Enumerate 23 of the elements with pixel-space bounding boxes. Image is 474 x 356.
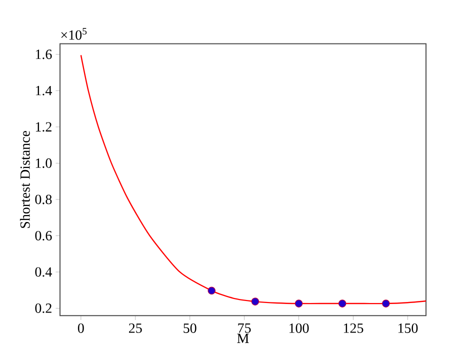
point	[338, 300, 346, 308]
x-tick-label: 25	[128, 323, 142, 333]
x-tick-label: 150	[398, 323, 418, 333]
x-tick-label: 75	[238, 323, 251, 333]
y-tick-label: 0.6	[35, 230, 52, 240]
y-tick-label: 1.6	[36, 50, 52, 60]
x-tick-label: 50	[184, 323, 196, 333]
point	[382, 300, 390, 308]
y-tick-label: 0.2	[35, 303, 52, 314]
y-tick-label: 0.8	[35, 194, 52, 204]
x-axis-title: M	[237, 334, 249, 343]
point	[294, 300, 303, 308]
x-tick-label: 125	[344, 323, 364, 333]
y-tick-label: 1.4	[36, 86, 52, 96]
y-axis-title: Shortest Distance	[20, 130, 30, 228]
y-tick-label: 1.0	[36, 158, 52, 168]
text: ×10$^{5}$	[61, 28, 87, 40]
y-tick-label: 0.4	[35, 267, 52, 277]
point	[251, 298, 260, 306]
x-tick-label: 100	[289, 323, 309, 333]
y-tick-label: 1.2	[36, 122, 52, 132]
point	[208, 286, 216, 295]
x-tick-label: 0	[78, 323, 84, 333]
